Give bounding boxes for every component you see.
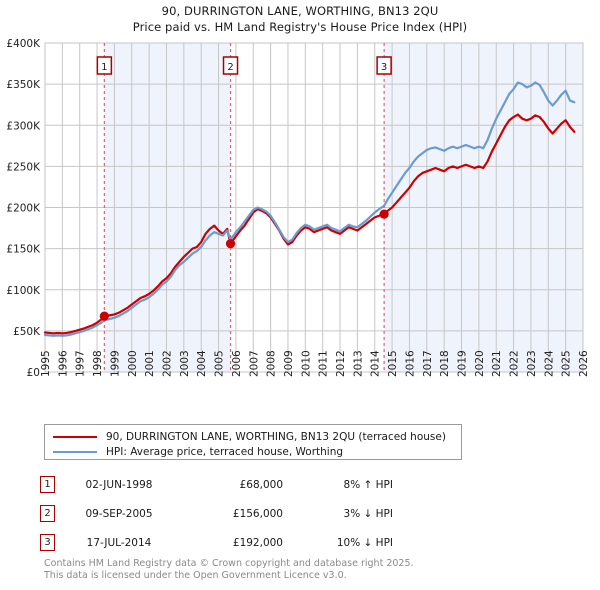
- x-axis-tick-label: 2021: [491, 350, 503, 377]
- y-axis-tick-label: £250K: [6, 161, 41, 173]
- marker-badge-label-3: 3: [381, 62, 387, 73]
- x-axis-tick-label: 2015: [387, 350, 399, 377]
- y-axis-tick-label: £350K: [6, 79, 41, 91]
- x-axis-tick-label: 2008: [266, 350, 278, 377]
- x-axis-tick-label: 2018: [439, 350, 451, 377]
- transaction-badge: 1: [40, 476, 55, 493]
- transaction-price: £192,000: [232, 536, 283, 549]
- price-history-chart: £0 £50K £100K £150K £200K £250K £300K £350K £400…: [6, 38, 590, 379]
- x-axis-tick-label: 2010: [300, 350, 312, 377]
- legend-item-hpi: HPI: Average price, terraced house, Wort…: [53, 445, 453, 459]
- page-title: 90, DURRINGTON LANE, WORTHING, BN13 2QU: [161, 4, 439, 18]
- chart-title-block: 90, DURRINGTON LANE, WORTHING, BN13 2QU …: [0, 3, 600, 35]
- sale-marker-dot-1: [99, 311, 109, 321]
- x-axis-tick-label: 2009: [283, 350, 295, 377]
- x-axis-tick-label: 2004: [196, 350, 208, 377]
- y-axis-tick-label: £150K: [6, 244, 41, 256]
- x-axis-tick-label: 2000: [127, 350, 139, 377]
- x-axis-tick-label: 2024: [543, 350, 555, 377]
- x-axis-tick-label: 1999: [109, 350, 121, 377]
- y-axis-tick-label: £200K: [6, 203, 41, 215]
- x-axis-tick-label: 2026: [578, 350, 590, 377]
- x-axis-tick-label: 2006: [231, 350, 243, 377]
- x-axis-tick-label: 2023: [526, 350, 538, 377]
- x-axis-tick-label: 2011: [318, 350, 330, 377]
- x-axis-tick-label: 2001: [144, 350, 156, 377]
- legend-label-hpi: HPI: Average price, terraced house, Wort…: [106, 446, 344, 458]
- transaction-date: 09-SEP-2005: [85, 507, 153, 520]
- legend-label-property: 90, DURRINGTON LANE, WORTHING, BN13 2QU …: [106, 431, 446, 443]
- x-axis-tick-label: 1996: [57, 350, 69, 377]
- y-axis-tick-label: £0: [27, 367, 40, 379]
- footer-line-licence: This data is licensed under the Open Gov…: [44, 569, 347, 581]
- x-axis-tick-label: 2014: [370, 350, 382, 377]
- transaction-badge: 2: [40, 505, 55, 522]
- table-row[interactable]: 3 17-JUL-2014 £192,000 10% ↓ HPI: [40, 528, 460, 557]
- legend-swatch-property: [53, 436, 97, 438]
- x-axis-tick-label: 2025: [561, 350, 573, 377]
- x-axis-tick-label: 2012: [335, 350, 347, 377]
- marker-badge-1: [96, 56, 113, 75]
- x-axis-tick-label: 2016: [404, 350, 416, 377]
- series-line-hpi: [43, 81, 576, 337]
- legend-item-property: 90, DURRINGTON LANE, WORTHING, BN13 2QU …: [53, 430, 453, 444]
- x-axis-tick-label: 2017: [422, 350, 434, 377]
- marker-badge-2: [222, 56, 239, 75]
- x-axis-tick-label: 1997: [75, 350, 87, 377]
- x-axis-tick-label: 2020: [474, 350, 486, 377]
- footer-line-copyright: Contains HM Land Registry data © Crown c…: [44, 558, 414, 569]
- y-axis-tick-label: £100K: [6, 285, 41, 297]
- transaction-price: £156,000: [232, 507, 283, 520]
- chart-legend: 90, DURRINGTON LANE, WORTHING, BN13 2QU …: [44, 424, 462, 460]
- x-axis-tick-label: 2013: [352, 350, 364, 377]
- transaction-hpi-delta: 10% ↓ HPI: [336, 536, 393, 549]
- x-axis-tick-label: 2005: [214, 350, 226, 377]
- x-axis-tick-label: 2019: [457, 350, 469, 377]
- y-axis-tick-label: £50K: [13, 326, 41, 338]
- transaction-hpi-delta: 8% ↑ HPI: [343, 478, 393, 491]
- attribution-footer: Contains HM Land Registry data © Crown c…: [44, 558, 584, 581]
- x-axis-tick-label: 2002: [161, 350, 173, 377]
- sale-marker-dot-3: [379, 209, 389, 219]
- x-axis-tick-label: 1995: [40, 350, 52, 377]
- sale-marker-dot-2: [225, 239, 236, 249]
- transaction-price: £68,000: [239, 478, 283, 491]
- x-axis-tick-label: 2007: [248, 350, 260, 377]
- x-axis-tick-label: 2003: [179, 350, 191, 377]
- series-line-property: [43, 113, 576, 335]
- transaction-date: 17-JUL-2014: [86, 536, 152, 549]
- x-axis-tick-label: 2022: [509, 350, 521, 377]
- transactions-table: 1 02-JUN-1998 £68,000 8% ↑ HPI 2 09-SEP-…: [40, 470, 460, 557]
- marker-badge-3: [376, 56, 392, 75]
- table-row[interactable]: 2 09-SEP-2005 £156,000 3% ↓ HPI: [40, 499, 460, 528]
- transaction-hpi-delta: 3% ↓ HPI: [343, 507, 393, 520]
- legend-swatch-hpi: [53, 451, 97, 453]
- transaction-date: 02-JUN-1998: [85, 478, 153, 491]
- marker-badge-label-1: 1: [101, 62, 107, 73]
- x-axis-tick-label: 1998: [92, 350, 104, 377]
- y-axis-tick-label: £400K: [6, 38, 41, 50]
- transaction-badge: 3: [40, 534, 55, 551]
- table-row[interactable]: 1 02-JUN-1998 £68,000 8% ↑ HPI: [40, 470, 460, 499]
- marker-badge-label-2: 2: [227, 62, 233, 73]
- y-axis-tick-label: £300K: [6, 120, 41, 132]
- page-subtitle: Price paid vs. HM Land Registry's House …: [132, 20, 468, 34]
